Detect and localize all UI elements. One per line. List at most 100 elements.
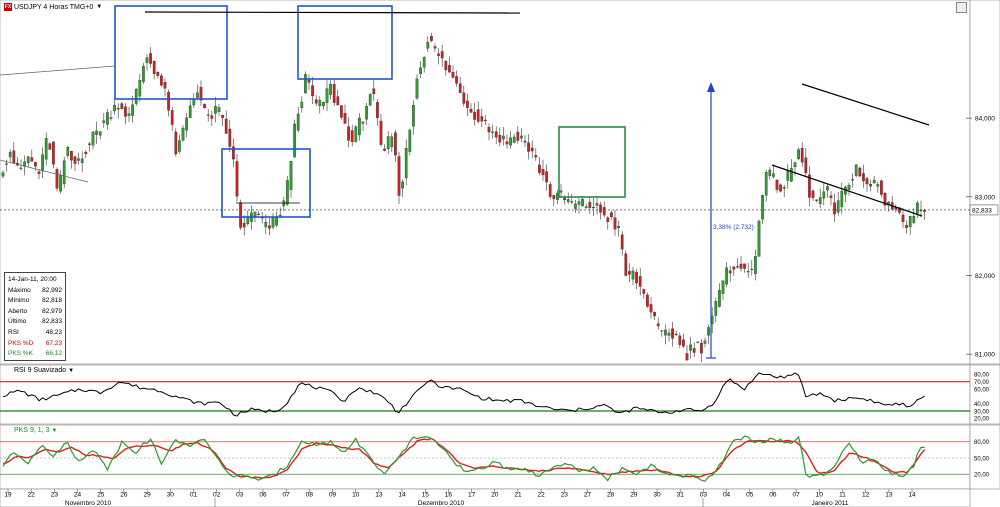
- chart-title[interactable]: FX USDJPY 4 Horas TMG+0 ▼: [4, 3, 102, 11]
- candle-body: [433, 46, 437, 49]
- candle-body: [246, 217, 250, 224]
- channel-lower-line[interactable]: [771, 164, 923, 217]
- chevron-down-icon[interactable]: ▼: [96, 4, 103, 10]
- candle-body: [703, 340, 707, 344]
- candle-body: [95, 130, 98, 135]
- candle-body: [671, 328, 674, 339]
- candle-body: [419, 67, 422, 75]
- candle-body: [836, 200, 840, 213]
- candle-body: [498, 134, 502, 143]
- time-tick-label: 06: [259, 492, 267, 499]
- candle-body: [239, 202, 242, 228]
- chevron-down-icon[interactable]: ▼: [51, 428, 58, 434]
- candle-body: [617, 226, 620, 228]
- candle-body: [826, 186, 829, 191]
- time-tick-label: 10: [352, 492, 360, 499]
- highlight-box[interactable]: [558, 126, 626, 198]
- trend-line[interactable]: [0, 159, 89, 183]
- candle-body: [77, 158, 80, 161]
- candle-body: [73, 156, 77, 164]
- candle-body: [26, 156, 30, 163]
- month-label: Novembro 2010: [65, 500, 112, 507]
- candle-body: [595, 203, 599, 206]
- time-tick-label: 27: [584, 492, 592, 499]
- candle-body: [898, 207, 901, 213]
- pks-panel-label[interactable]: PKS 9, 1, 3 ▼: [14, 427, 57, 434]
- chevron-down-icon[interactable]: ▼: [68, 368, 75, 374]
- candle-body: [570, 201, 574, 203]
- candle-body: [599, 204, 602, 213]
- candle-body: [178, 140, 181, 152]
- time-tick-label: 07: [283, 492, 291, 499]
- candle-body: [404, 148, 408, 179]
- candle-body: [336, 96, 340, 106]
- candle-body: [736, 266, 739, 268]
- candle-body: [343, 113, 347, 124]
- row-value: 82,833: [42, 318, 62, 326]
- candle-body: [581, 198, 584, 207]
- candle-body: [361, 121, 365, 124]
- price-panel-frame: [0, 0, 971, 365]
- highlight-box[interactable]: [114, 5, 228, 100]
- candle-body: [714, 301, 718, 316]
- last-price-label: 82,833: [972, 207, 992, 214]
- candle-body: [368, 94, 372, 106]
- time-tick-label: 08: [306, 492, 314, 499]
- candle-body: [437, 53, 440, 56]
- candle-body: [793, 162, 797, 168]
- row-value: 67,23: [45, 339, 62, 347]
- time-tick-label: 20: [491, 492, 499, 499]
- candle-body: [919, 209, 923, 211]
- time-axis: 19 22 23 24 25 26 29 30 01 02 03 06 07 08 09 10 13 14 15 16…: [4, 489, 916, 507]
- highlight-box[interactable]: [297, 5, 393, 80]
- candle-body: [296, 113, 300, 131]
- candle-body: [811, 190, 815, 198]
- month-label: Dezembro 2010: [418, 500, 465, 507]
- candle-body: [304, 74, 307, 93]
- resistance-line[interactable]: [144, 11, 521, 14]
- candle-body: [358, 117, 361, 136]
- candle-body: [728, 270, 732, 274]
- time-tick-label: 06: [769, 492, 777, 499]
- candlestick-series: [1, 32, 926, 363]
- candle-body: [466, 100, 469, 108]
- candle-body: [559, 190, 563, 193]
- candle-body: [541, 169, 545, 176]
- candle-body: [646, 294, 649, 307]
- candle-body: [509, 137, 512, 146]
- candle-body: [149, 53, 152, 64]
- candle-body: [494, 131, 498, 138]
- candle-body: [372, 88, 376, 95]
- price-scale-toggle-button[interactable]: [956, 2, 967, 13]
- channel-upper-line[interactable]: [801, 83, 930, 126]
- candle-body: [397, 156, 401, 196]
- candle-body: [574, 203, 577, 209]
- time-tick-label: 15: [422, 492, 430, 499]
- candle-body: [332, 83, 336, 103]
- candle-body: [451, 72, 455, 78]
- candle-body: [401, 181, 404, 189]
- candle-body: [790, 168, 793, 182]
- candle-body: [829, 195, 833, 198]
- candle-body: [268, 225, 271, 229]
- fx-icon: FX: [4, 3, 12, 11]
- candle-body: [577, 201, 581, 205]
- candle-body: [19, 167, 23, 169]
- last-price-badge: [969, 204, 999, 216]
- candle-body: [365, 105, 368, 120]
- candle-body: [916, 202, 919, 214]
- pks-tick-label: 50,00: [974, 456, 990, 462]
- arrow-head-up-icon: [707, 82, 715, 92]
- rsi-tick-label: 80,00: [974, 373, 990, 379]
- candle-body: [37, 171, 41, 174]
- candle-body: [588, 201, 592, 208]
- trend-line[interactable]: [0, 65, 116, 76]
- rsi-panel-label[interactable]: RSI 9 Suavizado ▼: [14, 367, 74, 374]
- row-label: PKS %K: [8, 350, 33, 358]
- time-tick-label: 24: [74, 492, 82, 499]
- time-tick-label: 28: [607, 492, 615, 499]
- highlight-box[interactable]: [221, 148, 311, 218]
- data-window-row: RSI 48,23: [8, 328, 62, 339]
- candle-body: [235, 161, 239, 197]
